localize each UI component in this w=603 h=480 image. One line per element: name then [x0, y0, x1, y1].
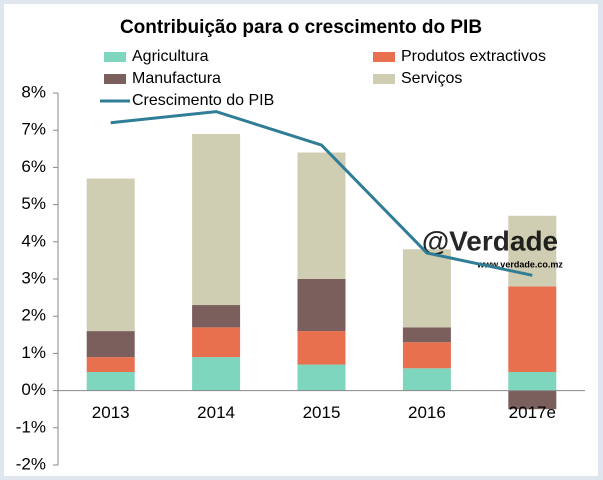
legend-swatch	[104, 52, 126, 62]
y-tick-label: -1%	[16, 417, 46, 436]
x-tick-label: 2014	[197, 403, 235, 422]
bar-segment	[402, 249, 451, 328]
watermark: @Verdade	[422, 225, 558, 256]
line-series	[110, 110, 533, 277]
legend-label: Crescimento do PIB	[132, 92, 274, 109]
x-tick-label: 2016	[408, 403, 446, 422]
bar-segment	[402, 327, 451, 343]
bar-segment	[402, 342, 451, 369]
bar-segment	[192, 327, 241, 358]
legend-swatch	[104, 74, 126, 84]
bar-segment	[508, 286, 557, 372]
bar-segment	[402, 368, 451, 391]
watermark-url: www.verdade.co.mz	[476, 259, 563, 269]
legend-label: Serviços	[401, 70, 462, 87]
bar-segment	[86, 357, 135, 372]
bar-segment	[86, 372, 135, 391]
y-tick-label: 8%	[21, 82, 46, 101]
y-tick-label: 2%	[21, 306, 46, 325]
bar-segment	[86, 331, 135, 358]
legend-label: Manufactura	[132, 70, 221, 87]
legend-swatch	[373, 52, 395, 62]
bar-segment	[192, 357, 241, 391]
bar-segment	[297, 279, 346, 332]
y-tick-label: 6%	[21, 157, 46, 176]
bar-segment	[192, 133, 241, 306]
legend-swatch	[373, 74, 395, 84]
bar-segment	[508, 372, 557, 391]
bar-segment	[297, 364, 346, 391]
chart-title: Contribuição para o crescimento do PIB	[120, 17, 482, 38]
y-tick-label: 4%	[21, 231, 46, 250]
y-tick-label: -2%	[16, 454, 46, 473]
y-tick-label: 1%	[21, 343, 46, 362]
y-tick-label: 0%	[21, 380, 46, 399]
bar-segment	[297, 152, 346, 279]
bar-segment	[508, 390, 557, 410]
bar-segment	[297, 331, 346, 365]
bar-segment	[86, 178, 135, 332]
legend-label: Agricultura	[132, 48, 209, 65]
bar-segment	[192, 305, 241, 328]
x-tick-label: 2017e	[509, 403, 556, 422]
legend-label: Produtos extractivos	[401, 48, 546, 65]
x-tick-label: 2015	[303, 403, 341, 422]
y-tick-label: 7%	[21, 120, 46, 139]
x-tick-label: 2013	[92, 403, 130, 422]
y-tick-label: 5%	[21, 194, 46, 213]
y-tick-label: 3%	[21, 268, 46, 287]
